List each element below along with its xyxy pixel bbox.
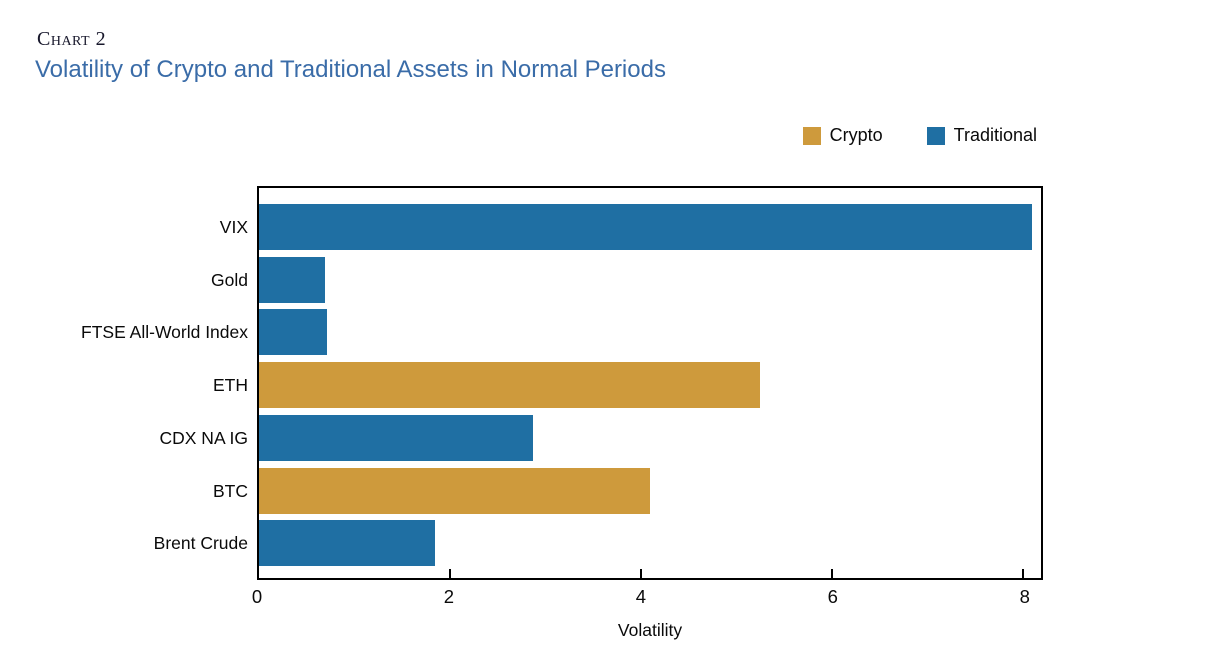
bar-cdx-na-ig (259, 414, 534, 461)
category-label-btc: BTC (213, 480, 248, 501)
bar-ftse-all-world-index (259, 309, 327, 356)
x-tick-mark-2 (448, 569, 451, 578)
category-labels: VIX Gold FTSE All-World Index ETH CDX NA IG B… (0, 186, 248, 580)
legend-label-traditional: Traditional (953, 125, 1037, 145)
legend-label-crypto: Crypto (829, 125, 883, 145)
bar-gold (259, 256, 325, 303)
legend: Crypto Traditional (802, 125, 1037, 146)
x-tick-label-8: 8 (1019, 586, 1030, 607)
legend-item-traditional: Traditional (926, 125, 1037, 146)
x-tick-mark-4 (639, 569, 642, 578)
chart-number-label: Chart 2 (37, 28, 107, 50)
category-label-ftse-all-world-index: FTSE All-World Index (81, 322, 248, 343)
x-axis-ticks: 0 2 4 6 8 (252, 586, 1043, 610)
x-tick-label-6: 6 (827, 586, 838, 607)
traditional-swatch-icon (926, 126, 945, 145)
x-axis-title: Volatility (617, 620, 683, 640)
crypto-swatch-icon (802, 126, 821, 145)
x-tick-label-0: 0 (251, 586, 263, 607)
x-tick-mark-6 (830, 569, 833, 578)
chart-title: Volatility of Crypto and Traditional Ass… (35, 56, 666, 83)
category-label-gold: Gold (211, 269, 248, 290)
bar-btc (259, 467, 651, 514)
bar-eth (259, 362, 761, 409)
bar-brent-crude (259, 520, 435, 567)
category-label-eth: ETH (213, 375, 248, 396)
x-tick-mark-8 (1021, 569, 1024, 578)
plot-area (257, 186, 1043, 580)
legend-item-crypto: Crypto (802, 125, 883, 146)
x-tick-label-2: 2 (443, 586, 455, 607)
category-label-brent-crude: Brent Crude (153, 533, 248, 554)
bar-vix (259, 204, 1033, 250)
category-label-cdx-na-ig: CDX NA IG (159, 427, 249, 448)
x-tick-label-4: 4 (635, 586, 647, 607)
category-label-vix: VIX (219, 217, 248, 237)
